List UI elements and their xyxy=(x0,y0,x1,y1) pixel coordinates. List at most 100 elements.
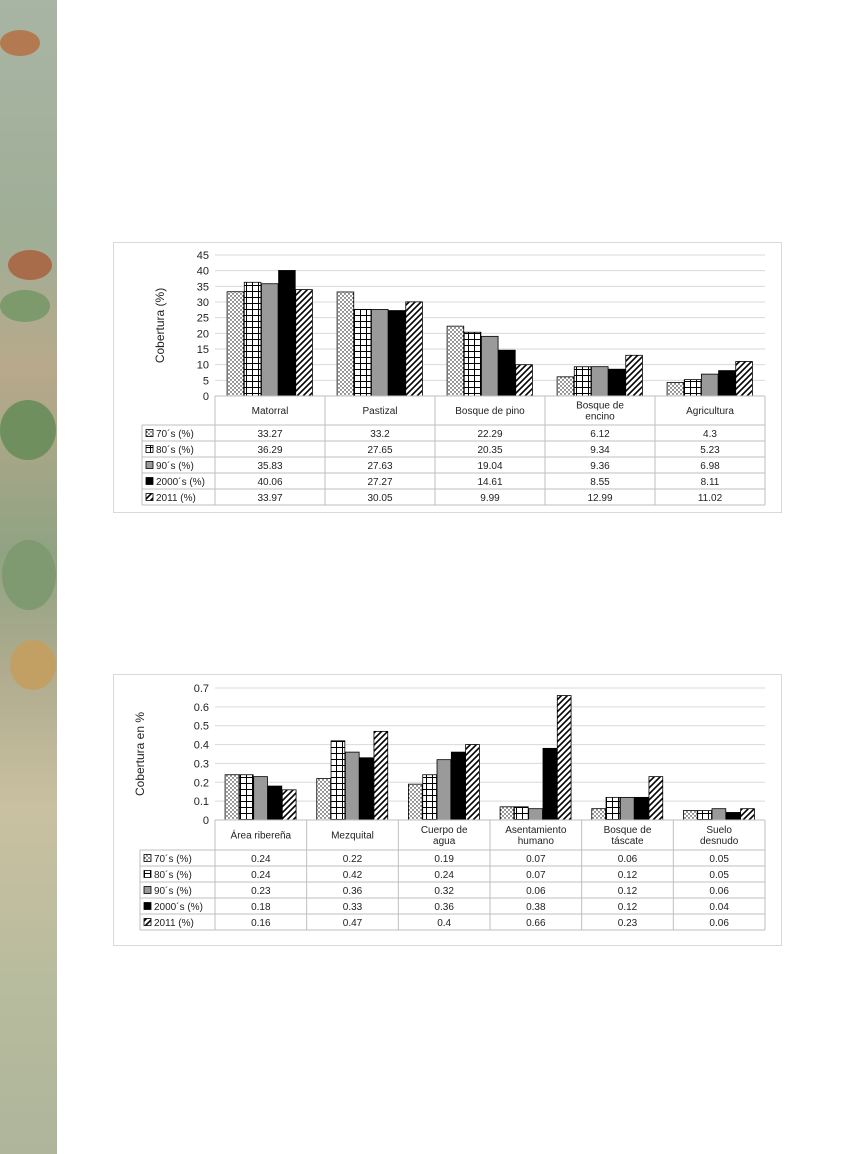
data-table-cell: 0.24 xyxy=(434,870,454,881)
data-table-cell: 22.29 xyxy=(477,429,502,440)
y-tick-label: 0 xyxy=(203,815,209,827)
y-tick-label: 0.6 xyxy=(194,702,209,714)
y-tick-label: 30 xyxy=(197,297,209,309)
bar xyxy=(498,349,516,397)
bar xyxy=(281,789,297,821)
legend-series-name: 80´s (%) xyxy=(154,869,192,881)
bar xyxy=(481,335,499,397)
category-label: agua xyxy=(433,836,456,847)
bar xyxy=(388,310,406,397)
legend-key xyxy=(145,493,154,501)
bar xyxy=(666,382,685,397)
bar xyxy=(697,810,712,821)
legend-key xyxy=(145,477,154,485)
data-table-cell: 0.38 xyxy=(526,902,546,913)
data-table-cell: 0.23 xyxy=(251,886,271,897)
y-tick-label: 0.3 xyxy=(194,758,209,770)
y-tick-label: 15 xyxy=(197,344,209,356)
category-label: encino xyxy=(585,411,615,422)
y-tick-label: 35 xyxy=(197,281,209,293)
category-label: Suelo xyxy=(706,825,732,836)
data-table-cell: 33.97 xyxy=(257,493,282,504)
data-table-cell: 19.04 xyxy=(477,461,502,472)
bar xyxy=(573,366,592,397)
data-table-cell: 36.29 xyxy=(257,445,282,456)
bar xyxy=(735,361,753,397)
bar xyxy=(436,759,452,821)
bar xyxy=(515,364,533,397)
bar xyxy=(316,778,331,821)
legend-key xyxy=(143,870,152,878)
bar xyxy=(408,783,423,821)
y-tick-label: 0.5 xyxy=(194,721,209,733)
chart2-svg: 0 0.1 0.2 0.3 0.4 0.5 0.6 0.7 Cobertura en % Área… xyxy=(133,683,766,931)
data-table-cell: 0.4 xyxy=(437,918,451,929)
bar xyxy=(701,373,719,397)
bar xyxy=(330,740,346,821)
cactus-pad-shape xyxy=(2,540,56,610)
cactus-fruit-shape xyxy=(10,640,56,690)
bar xyxy=(344,751,360,821)
data-table-cell: 12.99 xyxy=(587,493,612,504)
bar xyxy=(463,331,482,397)
data-table-cell: 33.27 xyxy=(257,429,282,440)
y-tick-label: 10 xyxy=(197,360,209,372)
data-table-cell: 0.06 xyxy=(709,886,729,897)
data-table-cell: 0.19 xyxy=(434,854,454,865)
y-tick-label: 0.4 xyxy=(194,740,209,752)
data-table-cell: 0.32 xyxy=(434,886,454,897)
data-table-cell: 33.2 xyxy=(370,429,390,440)
cactus-photo-strip xyxy=(0,0,57,1154)
land-cover-chart-2: 0 0.1 0.2 0.3 0.4 0.5 0.6 0.7 Cobertura en % Área… xyxy=(113,674,782,946)
bar xyxy=(556,695,572,821)
bar xyxy=(465,744,480,821)
category-label: Pastizal xyxy=(362,406,397,417)
bar xyxy=(711,808,727,821)
bar xyxy=(591,808,606,821)
data-table-cell: 0.22 xyxy=(343,854,363,865)
bar xyxy=(591,366,609,397)
bar xyxy=(405,301,423,397)
bar xyxy=(373,730,389,821)
bar xyxy=(267,785,283,821)
data-table-cell: 8.55 xyxy=(590,477,610,488)
bar xyxy=(683,379,702,397)
legend-series-name: 90´s (%) xyxy=(156,460,194,472)
cactus-fruit-shape xyxy=(0,30,40,56)
data-table-cell: 0.06 xyxy=(526,886,546,897)
legend-series-name: 70´s (%) xyxy=(156,428,194,440)
data-table-cell: 14.61 xyxy=(477,477,502,488)
bar xyxy=(740,808,755,821)
data-table-cell: 30.05 xyxy=(367,493,392,504)
data-table-cell: 0.06 xyxy=(709,918,729,929)
chart1-svg: 0 5 10 15 20 25 30 35 40 45 Cobertura (%) Matorral P… xyxy=(141,250,766,506)
y-tick-label: 45 xyxy=(197,250,209,262)
data-table-cell: 0.36 xyxy=(343,886,363,897)
category-label: Área ribereña xyxy=(231,828,292,841)
legend-key xyxy=(143,886,152,894)
legend-series-name: 70´s (%) xyxy=(154,853,192,865)
bar xyxy=(359,757,374,821)
y-axis-label: Cobertura en % xyxy=(133,712,147,796)
bar xyxy=(226,291,245,397)
y-tick-label: 5 xyxy=(203,375,209,387)
land-cover-chart-1: 0 5 10 15 20 25 30 35 40 45 Cobertura (%) Matorral P… xyxy=(113,242,782,513)
data-table-cell: 0.05 xyxy=(709,854,729,865)
y-axis-label: Cobertura (%) xyxy=(153,288,167,363)
y-tick-label: 0.7 xyxy=(194,683,209,695)
data-table-cell: 20.35 xyxy=(477,445,502,456)
legend-series-name: 2011 (%) xyxy=(154,918,194,929)
y-tick-label: 20 xyxy=(197,328,209,340)
data-table-cell: 0.66 xyxy=(526,918,546,929)
data-table-cell: 0.33 xyxy=(343,902,363,913)
data-table-cell: 0.42 xyxy=(343,870,363,881)
bar xyxy=(556,376,575,397)
bar xyxy=(336,291,355,397)
bar xyxy=(278,270,296,397)
legend-series-name: 2011 (%) xyxy=(156,493,196,504)
bar xyxy=(499,806,515,821)
bar xyxy=(253,776,268,821)
bar xyxy=(619,796,635,821)
data-table-cell: 35.83 xyxy=(257,461,282,472)
category-label: Bosque de xyxy=(576,400,624,411)
